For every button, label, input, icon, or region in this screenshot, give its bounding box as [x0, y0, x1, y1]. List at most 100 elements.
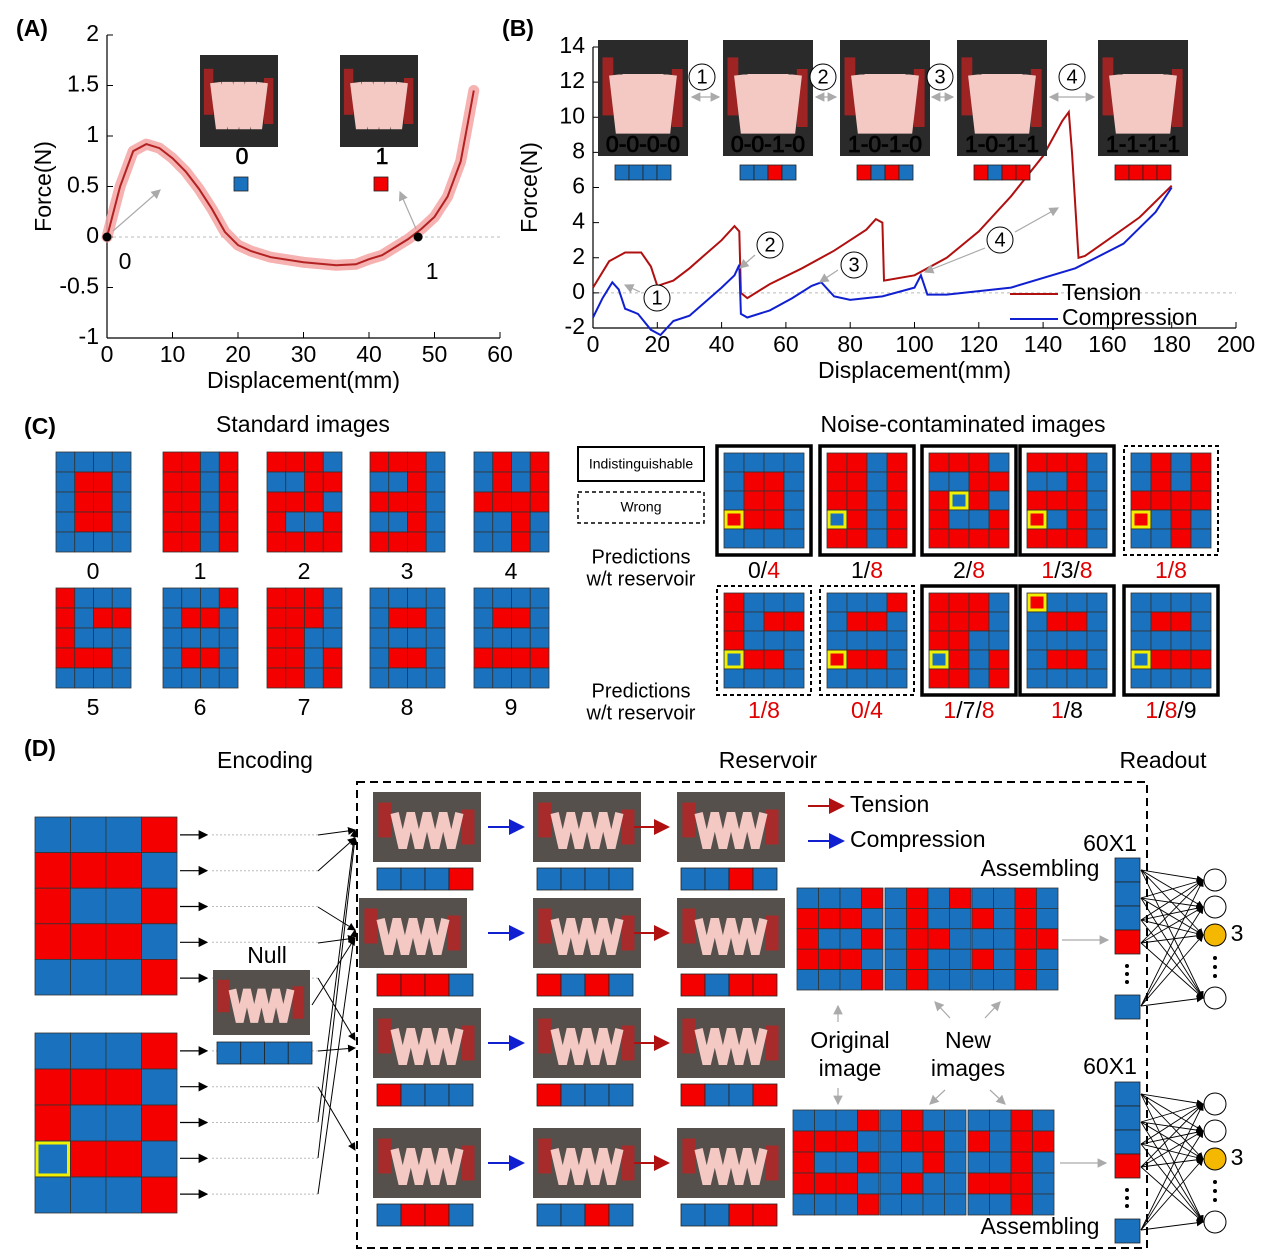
prediction-part: 2/	[953, 557, 973, 583]
cell	[181, 647, 201, 669]
panel-label: (B)	[502, 15, 534, 41]
arrow	[1140, 1219, 1204, 1231]
cell	[369, 531, 390, 553]
cell	[1170, 649, 1192, 670]
code-cell	[373, 176, 389, 192]
code-cell	[1114, 1129, 1141, 1155]
cell	[944, 1130, 967, 1153]
cell	[529, 587, 550, 609]
cell	[1014, 887, 1037, 909]
x-tick-label: 120	[960, 331, 998, 357]
cell	[988, 509, 1010, 530]
ellipsis-dot	[1213, 1180, 1217, 1184]
code-cell	[728, 973, 754, 997]
cell	[971, 887, 994, 909]
prediction-label: 2/8	[953, 557, 985, 583]
cell	[141, 887, 178, 925]
prediction-label: 0/4	[851, 697, 883, 723]
cell	[1130, 592, 1152, 613]
cell	[948, 592, 970, 613]
arrow	[317, 977, 356, 1041]
cell	[988, 649, 1010, 670]
code-cell	[1015, 164, 1031, 181]
cell	[763, 668, 785, 689]
caption: images	[931, 1055, 1005, 1081]
cell	[743, 452, 765, 473]
cell	[473, 667, 494, 689]
origami	[694, 1028, 768, 1065]
code-cell	[1114, 929, 1141, 955]
cell	[1026, 611, 1048, 632]
null-label: Null	[247, 942, 287, 968]
cell	[266, 491, 287, 513]
assembling-label: Assembling	[981, 855, 1100, 881]
ellipsis-dot	[1213, 1198, 1217, 1202]
cell	[200, 451, 220, 473]
cell	[1170, 611, 1192, 632]
neuron	[1203, 986, 1227, 1010]
reservoir-box	[356, 781, 1148, 1249]
cell	[529, 511, 550, 533]
prediction-part: 8	[870, 557, 883, 583]
cell	[1170, 528, 1192, 549]
arrow	[989, 1089, 1006, 1105]
code-cell	[680, 973, 706, 997]
cell	[1150, 509, 1172, 530]
photo-detail	[682, 1138, 696, 1174]
arrow	[317, 929, 358, 1195]
arrow	[317, 906, 356, 931]
cell	[1190, 528, 1212, 549]
photo-detail	[378, 1018, 392, 1054]
prediction-output: 3	[1231, 1144, 1244, 1170]
row-label: Predictions	[592, 546, 691, 568]
code-cell	[216, 1041, 242, 1065]
cell	[181, 667, 201, 689]
cell	[388, 587, 408, 609]
cell	[141, 1068, 178, 1106]
cell	[369, 667, 390, 689]
cell	[743, 490, 765, 511]
cell	[218, 511, 239, 533]
code-cell	[680, 1203, 706, 1227]
origami	[376, 918, 450, 955]
code-cell	[584, 1203, 610, 1227]
cell	[1150, 471, 1172, 492]
arrow	[1140, 1103, 1204, 1145]
cell	[814, 1193, 837, 1216]
x-tick-label: 60	[773, 331, 799, 357]
prediction-label: 1/8	[1155, 557, 1187, 583]
cell	[1130, 630, 1152, 651]
prediction-label: 1/8	[851, 557, 883, 583]
cell	[884, 908, 907, 930]
cell	[1010, 1193, 1033, 1216]
photo-detail	[621, 1025, 635, 1061]
cell	[141, 1104, 178, 1142]
cell	[388, 627, 408, 649]
photo-detail	[263, 78, 274, 124]
cell	[111, 471, 132, 493]
code-cell	[752, 973, 778, 997]
inset-label: 0	[236, 143, 249, 169]
y-tick-label: 12	[559, 67, 585, 93]
legend-label: Indistinguishable	[589, 456, 694, 472]
cell	[34, 1176, 71, 1214]
cell	[989, 1130, 1012, 1153]
cell	[285, 471, 305, 493]
arrow	[1140, 1156, 1204, 1168]
cell	[34, 1032, 71, 1070]
cell	[971, 908, 994, 930]
cell	[846, 592, 868, 613]
cell	[886, 592, 908, 613]
arrow	[984, 1001, 1001, 1019]
cell	[74, 451, 94, 473]
cell	[971, 928, 994, 950]
cell	[988, 630, 1010, 651]
cell	[74, 587, 94, 609]
x-tick-label: 0	[101, 341, 114, 367]
prediction-part: 8	[972, 557, 985, 583]
cell	[425, 511, 446, 533]
arrow	[1140, 1130, 1204, 1231]
cell	[322, 451, 343, 473]
digit-label: 6	[194, 694, 207, 720]
cell	[105, 923, 142, 960]
